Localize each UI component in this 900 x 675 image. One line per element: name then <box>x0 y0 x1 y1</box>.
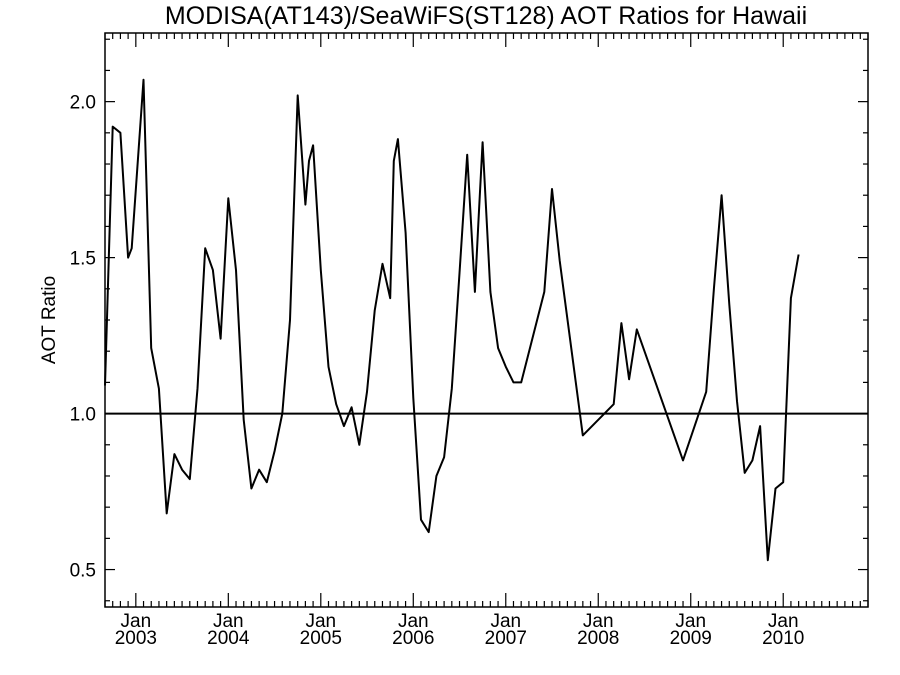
x-tick-label-year: 2009 <box>670 628 712 649</box>
x-tick-label-year: 2008 <box>577 628 619 649</box>
x-tick-label-year: 2004 <box>207 628 250 649</box>
chart-title: MODISA(AT143)/SeaWiFS(ST128) AOT Ratios … <box>164 2 808 30</box>
y-tick-label: 1.0 <box>70 405 96 426</box>
x-tick-label-month: Jan <box>490 611 521 632</box>
y-tick-label: 1.5 <box>70 249 96 270</box>
x-tick-label-year: 2007 <box>485 628 527 649</box>
y-tick-label: 0.5 <box>70 561 96 582</box>
x-tick-label-year: 2010 <box>762 628 804 649</box>
series-line-aot-ratio <box>104 78 800 562</box>
y-tick-label: 2.0 <box>70 93 96 114</box>
x-tick-label-month: Jan <box>305 611 336 632</box>
x-tick-label-year: 2006 <box>392 628 434 649</box>
y-axis-label: AOT Ratio <box>39 276 60 364</box>
x-tick-label-month: Jan <box>675 611 706 632</box>
x-tick-label-month: Jan <box>768 611 799 632</box>
x-tick-label-month: Jan <box>213 611 244 632</box>
x-tick-label-month: Jan <box>398 611 429 632</box>
y-ticks: 0.5 1.0 1.5 2.0 <box>70 38 868 602</box>
x-tick-label-year: 2003 <box>115 628 157 649</box>
x-tick-label-year: 2005 <box>300 628 342 649</box>
x-tick-label-month: Jan <box>121 611 152 632</box>
x-ticks: Jan2003Jan2004Jan2005Jan2006Jan2007Jan20… <box>104 33 869 649</box>
x-tick-label-month: Jan <box>583 611 614 632</box>
